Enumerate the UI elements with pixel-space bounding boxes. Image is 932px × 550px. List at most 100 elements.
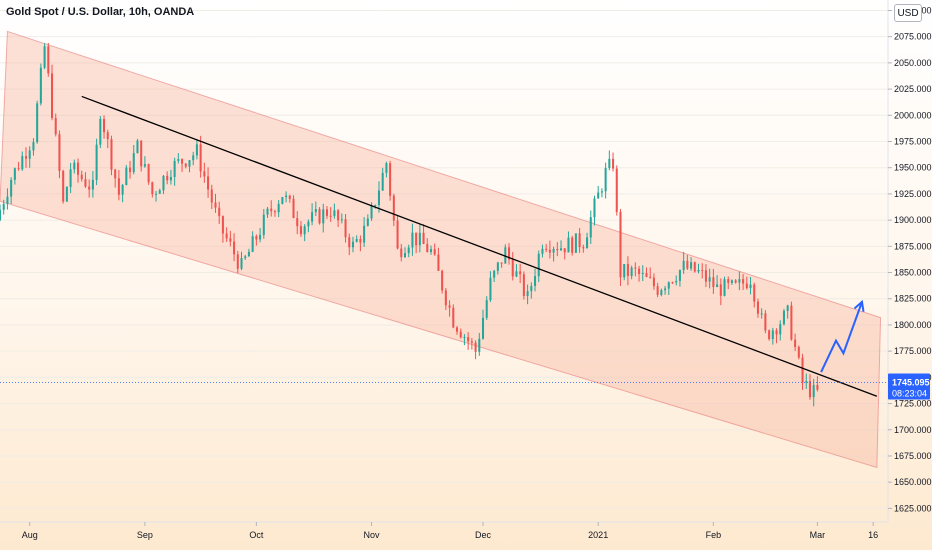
candle-body <box>808 381 811 398</box>
candle-body <box>314 209 317 213</box>
projection-path[interactable] <box>820 301 863 373</box>
candle-body <box>351 241 354 248</box>
candle-body <box>136 140 139 154</box>
candle-body <box>656 286 659 295</box>
candle-body <box>567 237 570 253</box>
time-tick-label: Oct <box>249 530 264 540</box>
price-tick-label: 1775.000 <box>894 346 932 356</box>
candle-body <box>62 171 65 202</box>
time-axis[interactable]: Aug Sep Oct Nov Dec 2021 Feb Mar 16 <box>22 522 878 540</box>
candle-body <box>266 208 269 215</box>
parallel-channel[interactable] <box>0 9 888 509</box>
candle-body <box>195 144 198 156</box>
time-tick-label: Aug <box>22 530 38 540</box>
candle-body <box>444 290 447 306</box>
candle-body <box>162 175 165 191</box>
price-tick-label: 1950.000 <box>894 163 932 173</box>
candle-body <box>318 209 321 224</box>
candle-body <box>385 163 388 173</box>
candle-body <box>333 210 336 217</box>
candle-body <box>519 271 522 275</box>
time-tick-label: 2021 <box>588 530 608 540</box>
drawing-layer[interactable] <box>0 95 888 397</box>
candle-body <box>775 330 778 335</box>
candle-body <box>366 218 369 226</box>
candle-body <box>604 168 607 192</box>
candle-body <box>114 169 117 179</box>
candle-body <box>110 139 113 170</box>
price-axis[interactable]: 2100.0002075.0002050.0002025.0002000.000… <box>888 5 932 513</box>
candle-body <box>329 215 332 217</box>
price-tick-label: 1925.000 <box>894 189 932 199</box>
candle-body <box>396 220 399 249</box>
candle-body <box>716 284 719 288</box>
candle-body <box>738 279 741 283</box>
currency-button[interactable]: USD <box>894 4 922 22</box>
candle-body <box>786 305 789 311</box>
candle-body <box>626 264 629 277</box>
candle-body <box>299 226 302 235</box>
candle-body <box>400 248 403 258</box>
time-tick-label: Feb <box>706 530 722 540</box>
candle-body <box>556 248 559 251</box>
candle-body <box>296 218 299 227</box>
candle-body <box>173 160 176 177</box>
candle-body <box>337 210 340 221</box>
candle-body <box>481 317 485 339</box>
candle-body <box>797 347 800 358</box>
candle-body <box>17 168 20 170</box>
candle-body <box>597 192 600 199</box>
price-badge-countdown: 08:23:04 <box>892 388 927 398</box>
candle-body <box>389 163 392 196</box>
candle-body <box>188 160 191 167</box>
candle-body <box>745 283 748 289</box>
candle-body <box>600 191 603 193</box>
candle-body <box>392 195 395 221</box>
candle-body <box>13 168 16 180</box>
candle-body <box>158 190 161 194</box>
channel-band[interactable] <box>0 30 882 469</box>
candle-body <box>615 168 618 212</box>
candle-body <box>177 159 180 161</box>
candle-body <box>426 243 429 253</box>
candle-body <box>682 260 685 271</box>
candle-body <box>489 277 492 301</box>
candlestick-series <box>0 42 819 407</box>
chart-title: Gold Spot / U.S. Dollar, 10h, OANDA <box>6 6 195 18</box>
candle-body <box>36 103 39 143</box>
candle-body <box>660 290 663 295</box>
candle-body <box>437 254 440 271</box>
candle-body <box>255 236 258 240</box>
candle-body <box>678 270 681 281</box>
candle-body <box>129 167 132 173</box>
candle-body <box>712 277 715 288</box>
candle-body <box>259 234 262 240</box>
candle-body <box>734 280 737 283</box>
candle-body <box>693 262 696 272</box>
candle-body <box>214 202 217 208</box>
candle-body <box>619 211 622 278</box>
candle-body <box>612 158 615 169</box>
candle-body <box>548 249 551 253</box>
candle-body <box>151 182 154 195</box>
candle-body <box>203 171 206 177</box>
candle-body <box>760 313 763 315</box>
candle-body <box>244 256 247 259</box>
candle-body <box>552 248 555 253</box>
price-tick-label: 1675.000 <box>894 451 932 461</box>
candle-body <box>50 73 54 118</box>
candle-body <box>292 198 295 219</box>
candle-body <box>73 162 76 170</box>
candle-body <box>418 232 421 246</box>
candle-body <box>236 254 239 269</box>
candle-body <box>262 214 265 235</box>
candle-body <box>671 282 674 284</box>
candle-body <box>6 196 9 204</box>
candle-body <box>805 381 808 383</box>
candle-body <box>125 167 128 186</box>
candle-body <box>0 209 2 221</box>
candle-body <box>704 270 707 282</box>
candle-body <box>117 178 120 195</box>
trendline[interactable] <box>81 95 878 397</box>
